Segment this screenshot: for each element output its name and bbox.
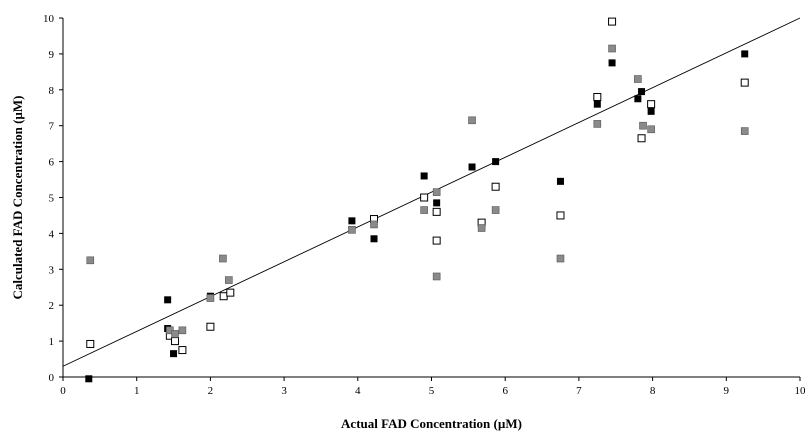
data-point-gray-square bbox=[171, 330, 179, 338]
y-tick-label: 5 bbox=[49, 193, 55, 205]
data-point-open-square bbox=[637, 134, 646, 143]
x-tick-label: 10 bbox=[795, 385, 807, 397]
data-point-open-square bbox=[608, 17, 617, 26]
y-tick-label: 0 bbox=[49, 372, 55, 384]
y-tick-label: 2 bbox=[49, 300, 55, 312]
x-tick-label: 6 bbox=[502, 385, 508, 397]
data-point-open-square bbox=[171, 337, 180, 346]
data-point-gray-square bbox=[432, 188, 441, 196]
data-point-filled-square bbox=[593, 100, 601, 108]
data-point-open-square bbox=[740, 78, 749, 87]
y-tick-label: 7 bbox=[49, 121, 55, 133]
data-point-filled-square bbox=[85, 375, 93, 383]
data-point-gray-square bbox=[370, 220, 378, 229]
x-tick-label: 1 bbox=[134, 385, 140, 397]
data-point-gray-square bbox=[348, 226, 356, 234]
x-tick-label: 2 bbox=[208, 385, 214, 397]
x-tick-label: 7 bbox=[576, 385, 582, 397]
data-point-filled-square bbox=[638, 88, 646, 96]
data-point-open-square bbox=[178, 346, 187, 355]
data-point-open-square bbox=[219, 292, 228, 301]
data-point-gray-square bbox=[432, 272, 441, 281]
data-point-filled-square bbox=[647, 107, 655, 115]
data-point-open-square bbox=[647, 100, 656, 109]
data-point-gray-square bbox=[225, 276, 233, 284]
y-tick-label: 8 bbox=[49, 85, 55, 97]
y-axis-label: Calculated FAD Concentration (µM) bbox=[10, 95, 25, 299]
x-tick-label: 0 bbox=[60, 385, 66, 397]
data-point-open-square bbox=[491, 182, 500, 191]
data-point-gray-square bbox=[86, 256, 95, 265]
y-tick-label: 10 bbox=[43, 13, 55, 25]
data-point-gray-square bbox=[608, 44, 616, 53]
data-point-filled-square bbox=[634, 95, 642, 103]
data-point-gray-square bbox=[647, 125, 655, 134]
y-tick-label: 3 bbox=[49, 264, 55, 276]
data-point-open-square bbox=[432, 236, 441, 245]
data-point-gray-square bbox=[206, 294, 215, 302]
data-point-filled-square bbox=[468, 163, 476, 171]
data-point-open-square bbox=[593, 92, 602, 101]
data-point-filled-square bbox=[348, 217, 356, 225]
data-point-gray-square bbox=[639, 121, 647, 130]
x-tick-label: 5 bbox=[429, 385, 435, 397]
data-point-gray-square bbox=[491, 206, 500, 214]
data-point-filled-square bbox=[433, 199, 441, 207]
data-point-gray-square bbox=[593, 120, 602, 128]
data-point-open-square bbox=[206, 322, 215, 331]
data-point-filled-square bbox=[370, 235, 378, 243]
y-tick-label: 1 bbox=[49, 336, 55, 348]
data-point-filled-square bbox=[492, 158, 500, 166]
plot-area: 0 1 2 3 4 5 6 7 8 9 10 0 1 2 3 4 5 6 7 8 9 10 bbox=[43, 13, 806, 397]
data-point-open-square bbox=[556, 211, 565, 220]
data-point-filled-square bbox=[164, 296, 172, 304]
x-axis-label: Actual FAD Concentration (µM) bbox=[341, 416, 522, 431]
data-point-gray-square bbox=[420, 206, 428, 214]
data-point-open-square bbox=[432, 207, 441, 216]
data-point-gray-square bbox=[634, 75, 642, 83]
x-tick-label: 8 bbox=[650, 385, 656, 397]
data-point-gray-square bbox=[740, 127, 749, 135]
x-tick-label: 3 bbox=[281, 385, 287, 397]
data-point-open-square bbox=[226, 288, 235, 297]
data-point-open-square bbox=[420, 193, 429, 202]
data-point-filled-square bbox=[608, 59, 616, 67]
data-point-gray-square bbox=[556, 254, 565, 263]
y-tick-label: 9 bbox=[49, 49, 55, 61]
y-tick-label: 4 bbox=[49, 228, 55, 240]
data-point-gray-square bbox=[219, 254, 227, 263]
data-point-gray-square bbox=[477, 224, 486, 232]
data-point-gray-square bbox=[178, 326, 187, 335]
reference-line bbox=[62, 17, 801, 367]
y-tick-label: 6 bbox=[49, 157, 55, 169]
x-tick-label: 9 bbox=[724, 385, 730, 397]
data-point-filled-square bbox=[741, 50, 749, 58]
x-tick-label: 4 bbox=[355, 385, 361, 397]
data-point-filled-square bbox=[556, 177, 564, 185]
data-point-gray-square bbox=[468, 116, 476, 125]
data-point-open-square bbox=[86, 339, 95, 348]
data-point-filled-square bbox=[170, 350, 178, 358]
data-point-filled-square bbox=[420, 172, 428, 180]
